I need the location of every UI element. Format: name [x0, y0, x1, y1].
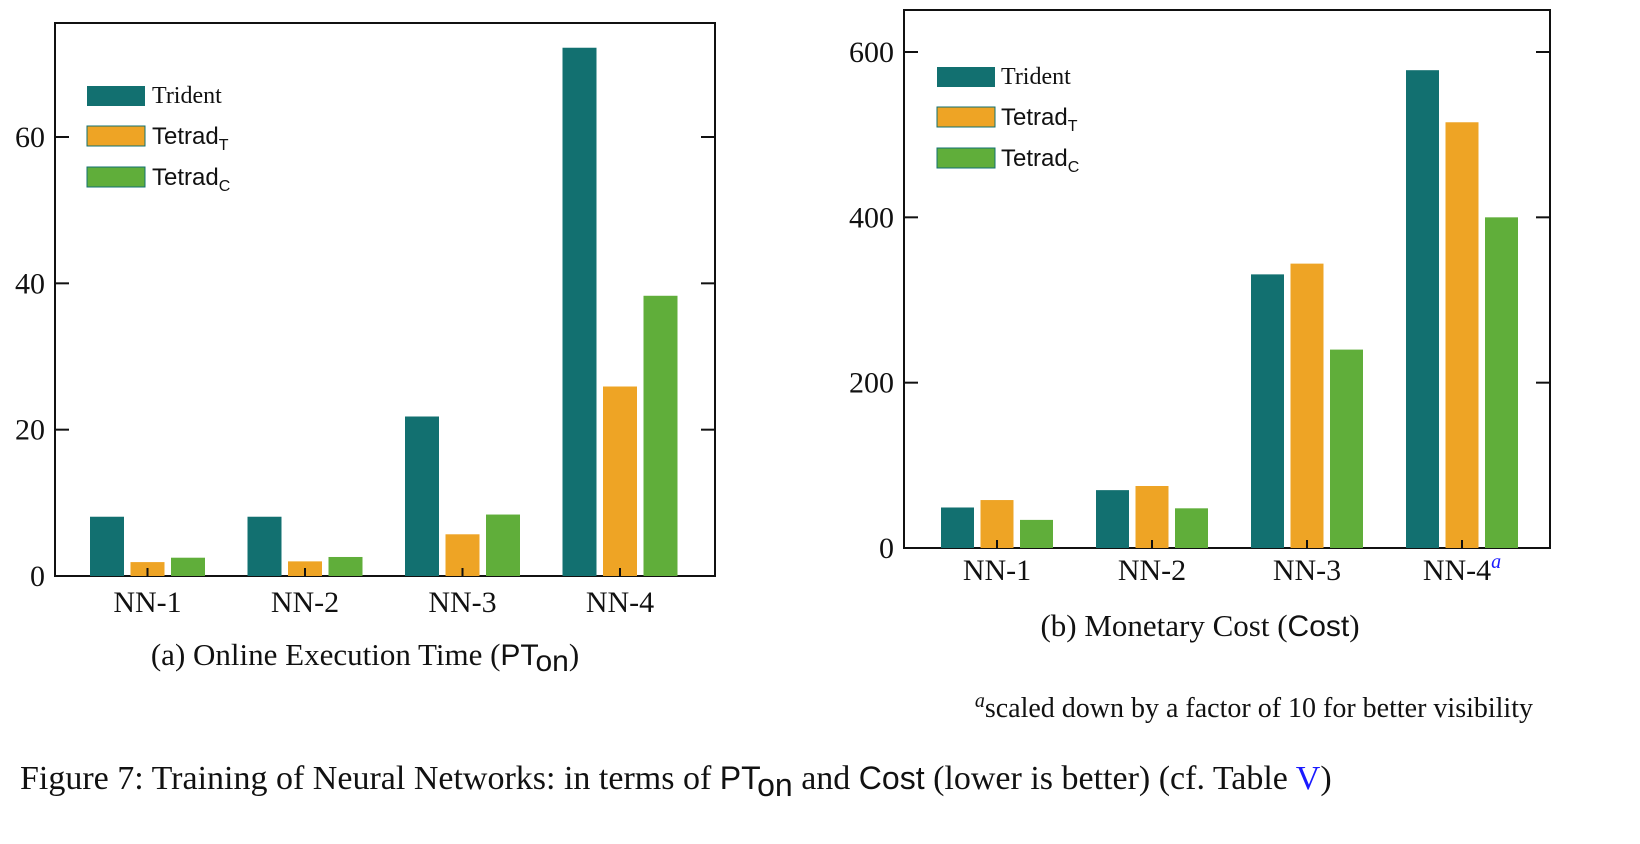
table-ref-link[interactable]: V: [1296, 760, 1321, 797]
bar-trident-nn-4: [562, 47, 597, 576]
bar-tetrad-c-nn-3: [1330, 349, 1363, 548]
bars-b: [941, 70, 1518, 549]
bars-a: [90, 47, 678, 576]
y-tick-label: 400: [849, 201, 894, 234]
legend-swatch-tetrad-t: [936, 106, 996, 128]
bar-trident-nn-2: [1096, 490, 1129, 548]
footnote: ascaled down by a factor of 10 for bette…: [975, 690, 1533, 724]
legend-swatch-trident: [87, 86, 145, 106]
y-tick-label: 600: [849, 36, 894, 69]
bar-tetrad-t-nn-3: [1290, 263, 1324, 548]
categories-a: NN-1 NN-2 NN-3 NN-4: [113, 586, 654, 619]
category-label-nn-4: NN-4: [586, 586, 654, 619]
bar-trident-nn-2: [247, 516, 282, 576]
bar-trident-nn-1: [941, 507, 974, 548]
legend-label-trident: Trident: [1001, 64, 1071, 90]
bar-tetrad-c-nn-2: [328, 556, 363, 576]
category-label-nn-2: NN-2: [1118, 554, 1186, 587]
category-label-nn-1: NN-1: [113, 586, 181, 619]
y-tick-label: 60: [15, 121, 45, 154]
legend-label-tetrad-t: TetradT: [152, 123, 229, 154]
plot-frame-b: [903, 9, 1551, 549]
categories-b: NN-1 NN-2 NN-3 NN-4a: [963, 551, 1501, 587]
category-label-nn-1: NN-1: [963, 554, 1031, 587]
bar-tetrad-t-nn-4: [603, 386, 637, 576]
bar-tetrad-c-nn-1: [171, 557, 205, 576]
legend-swatch-trident: [937, 67, 995, 87]
y-tick-label: 20: [15, 414, 45, 447]
category-label-nn-2: NN-2: [271, 586, 339, 619]
ticks-b: 0 200 400 600: [849, 36, 1550, 565]
bar-tetrad-t-nn-2: [1135, 486, 1169, 548]
legend-swatch-tetrad-t: [86, 125, 146, 147]
figure-caption: Figure 7: Training of Neural Networks: i…: [20, 760, 1332, 803]
bar-trident-nn-4: [1406, 70, 1439, 548]
legend-swatch-tetrad-c: [86, 166, 146, 188]
bar-trident-nn-3: [405, 416, 439, 576]
plot-frame-a: [54, 22, 716, 577]
bar-tetrad-t-nn-4: [1445, 122, 1479, 549]
bar-tetrad-c-nn-4: [643, 295, 678, 576]
legend-swatch-tetrad-c: [936, 147, 996, 169]
bar-tetrad-c-nn-3: [486, 514, 520, 576]
category-label-nn-4: NN-4a: [1423, 551, 1501, 587]
caption-a: (a) Online Execution Time (PTon): [151, 637, 579, 678]
legend-a: Trident TetradT TetradC: [86, 83, 230, 195]
bar-tetrad-c-nn-1: [1020, 519, 1053, 548]
bar-tetrad-c-nn-4: [1485, 217, 1518, 549]
legend-label-tetrad-c: TetradC: [1001, 145, 1079, 176]
chart-monetary-cost: 0 200 400 600 NN-1 NN-2 NN-3 NN-4a Trident Tet…: [849, 9, 1551, 724]
legend-label-trident: Trident: [152, 83, 222, 109]
y-tick-label: 200: [849, 367, 894, 400]
legend-b: Trident TetradT TetradC: [936, 64, 1079, 176]
bar-tetrad-c-nn-2: [1175, 508, 1208, 548]
y-tick-label: 0: [30, 560, 45, 593]
bar-trident-nn-1: [90, 516, 124, 576]
category-label-nn-3: NN-3: [1273, 554, 1341, 587]
chart-online-execution-time: 0 20 40 60 NN-1 NN-2 NN-3 NN-4 Trident TetradT…: [15, 22, 716, 678]
y-tick-label: 40: [15, 267, 45, 300]
y-tick-label: 0: [879, 532, 894, 565]
legend-label-tetrad-t: TetradT: [1001, 104, 1078, 135]
caption-b: (b) Monetary Cost (Cost): [1040, 608, 1359, 643]
ticks-a: 0 20 40 60: [15, 121, 715, 593]
category-label-nn-3: NN-3: [428, 586, 496, 619]
bar-trident-nn-3: [1251, 274, 1284, 548]
category-superscript: a: [1491, 551, 1501, 573]
legend-label-tetrad-c: TetradC: [152, 164, 230, 195]
